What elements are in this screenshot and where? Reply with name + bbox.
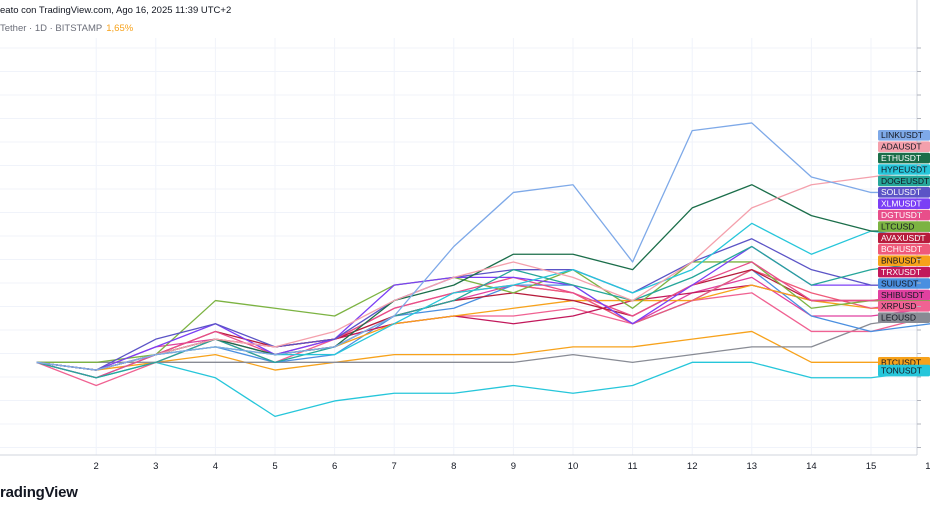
- x-tick-label: 9: [511, 461, 516, 472]
- tag-label-dgtusdt: DGTUSDT: [881, 210, 922, 220]
- tag-label-btcusdt: BTCUSDT: [881, 358, 921, 368]
- tag-label-suiusdt: SUIUSDT: [881, 278, 918, 288]
- series-line-trxusdt: [36, 284, 930, 371]
- chart-watermark-line: eato con TradingView.com, Ago 16, 2025 1…: [0, 5, 232, 16]
- tag-label-bnbusdt: BNBUSDT: [881, 256, 922, 266]
- right-price-scale: [917, 47, 921, 448]
- x-tick-label: 8: [451, 461, 456, 472]
- series-line-adausdt: [36, 168, 930, 371]
- x-tick-label: 14: [806, 461, 817, 472]
- series-line-bnbusdt: [36, 284, 930, 371]
- tag-bnbusdt: [878, 255, 930, 266]
- tag-label-shibusdt: SHIBUSDT: [881, 290, 924, 300]
- tag-label-adausdt: ADAUSDT: [881, 142, 922, 152]
- x-tick-label: 11: [628, 461, 638, 472]
- x-tick-label: 3: [153, 461, 158, 472]
- tag-tonusdt: [878, 364, 930, 377]
- tag-label-leousd: LEOUSD: [881, 313, 916, 323]
- tag-label-avaxusdt: AVAXUSDT: [881, 233, 926, 243]
- tag-xlmusdt: [878, 198, 930, 209]
- tag-trxusdt: [878, 266, 930, 278]
- series-line-solusdt: [36, 238, 930, 371]
- tag-label-solusdt: SOLUSDT: [881, 187, 921, 197]
- x-tick-label: 7: [392, 461, 397, 472]
- x-tick-label: 2: [94, 461, 99, 472]
- symbol-info-text: Tether · 1D · BITSTAMP: [0, 23, 103, 34]
- tag-dogeusdt: [878, 175, 930, 187]
- tag-suiusdt: [878, 278, 930, 289]
- x-tick-label: 16: [925, 461, 930, 472]
- series-line-leousd: [36, 315, 930, 363]
- x-tick-label: 4: [213, 461, 218, 472]
- tag-label-bchusdt: BCHUSDT: [881, 244, 922, 254]
- x-tick-label: 10: [568, 461, 579, 472]
- x-tick-label: 13: [747, 461, 758, 472]
- tag-label-hypeusdt: HYPEUSDT: [881, 164, 927, 174]
- tag-leousd: [878, 312, 930, 323]
- series-line-linkusdt: [36, 122, 930, 371]
- x-axis: 2 3 4 5 6 7 8 9 10 11 12 13 14 15 16: [94, 461, 930, 472]
- tag-avaxusdt: [878, 232, 930, 244]
- series-line-tonusdt: [36, 361, 930, 418]
- tag-solusdt: [878, 187, 930, 198]
- series-line-xlmusdt: [36, 245, 930, 371]
- tag-label-xlmusdt: XLMUSDT: [881, 199, 922, 209]
- tag-hypeusdt: [878, 164, 930, 175]
- x-tick-label: 6: [332, 461, 337, 472]
- tag-label-linkusdt: LINKUSDT: [881, 130, 923, 140]
- tag-linkusdt: [878, 130, 930, 141]
- tag-bchusdt: [878, 244, 930, 255]
- tag-label-trxusdt: TRXUSDT: [881, 267, 921, 277]
- change-percent: 1,65%: [106, 23, 134, 34]
- x-tick-label: 15: [866, 461, 877, 472]
- tag-shibusdt: [878, 289, 930, 301]
- tag-label-ethusdt: ETHUSDT: [881, 153, 921, 163]
- x-tick-label: 12: [687, 461, 698, 472]
- tradingview-logo: radingView: [0, 484, 78, 501]
- chart-grid: [0, 0, 918, 456]
- tag-label-tonusdt: TONUSDT: [881, 365, 922, 375]
- symbol-info-line: Tether · 1D · BITSTAMP 1,65%: [0, 23, 133, 34]
- tag-label-dogeusdt: DOGEUSDT: [881, 176, 929, 186]
- tag-ethusdt: [878, 152, 930, 164]
- tag-adausdt: [878, 141, 930, 152]
- tag-label-ltcusd: LTCUSD: [881, 221, 914, 231]
- tag-xrpusd: [878, 301, 930, 312]
- tag-ltcusd: [878, 221, 930, 232]
- chart-series-lines: [36, 122, 930, 418]
- x-tick-label: 5: [272, 461, 277, 472]
- tag-label-xrpusd: XRPUSD: [881, 301, 916, 311]
